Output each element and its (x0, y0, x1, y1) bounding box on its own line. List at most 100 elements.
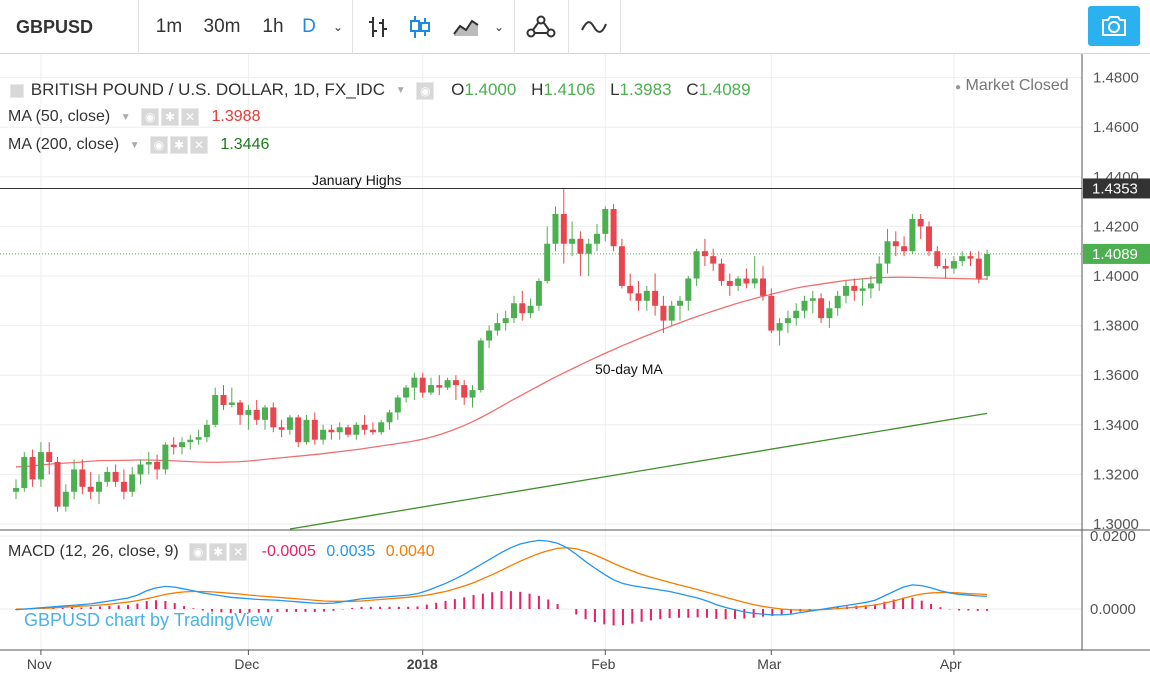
candle-body (527, 305, 534, 314)
candle-body (544, 243, 551, 281)
candle-body (876, 263, 883, 284)
candle-body (411, 377, 418, 388)
candle-body (901, 246, 908, 252)
open-value: 1.4000 (464, 80, 517, 99)
candle-body (693, 251, 700, 279)
candle-body (311, 419, 318, 440)
candle-body (203, 424, 210, 438)
area-chart-type-icon[interactable] (446, 0, 486, 54)
candle-body (96, 481, 102, 492)
candle-body (137, 464, 144, 475)
toolbar-divider (138, 0, 139, 54)
high-value: 1.4106 (543, 80, 596, 99)
market-status-text: Market Closed (965, 77, 1069, 94)
candle-body (220, 395, 227, 405)
candle-body (212, 395, 219, 425)
candle-body (37, 452, 44, 480)
candles-chart-type-icon[interactable] (402, 0, 438, 54)
ma50-eye-icon[interactable]: ◉ (141, 108, 160, 126)
candle-body (469, 390, 476, 398)
candle-body (428, 385, 434, 393)
price-axis-label: 1.4000 (1093, 268, 1139, 285)
ma200-eye-icon[interactable]: ◉ (149, 136, 168, 154)
ma200-remove-close-icon[interactable]: ✕ (189, 136, 208, 154)
ma50-settings-gear-icon[interactable]: ✱ (161, 108, 180, 126)
candle-body (386, 412, 393, 423)
candle-body (145, 462, 152, 465)
ma200-caret-icon[interactable]: ▼ (129, 139, 140, 151)
candle-body (751, 278, 758, 284)
macd-eye-icon[interactable]: ◉ (189, 543, 208, 561)
candle-body (452, 380, 459, 386)
price-axis-label: 1.3200 (1093, 466, 1139, 483)
candle-body (934, 251, 941, 267)
candle-body (768, 295, 775, 331)
candle-body (353, 424, 360, 435)
compare-symbols-icon[interactable] (520, 0, 562, 54)
ma200-value: 1.3446 (220, 136, 270, 154)
candle-body (29, 457, 36, 480)
macd-hist-value: -0.0005 (261, 543, 316, 561)
collapse-legend-icon[interactable] (10, 83, 24, 98)
interval-dropdown-chevron-icon[interactable]: ⌄ (332, 20, 344, 34)
macd-line-value: 0.0035 (326, 543, 376, 561)
chart-pane[interactable]: 1.4800 1.4600 1.4400 1.4200 1.4000 1.3800 1.36… (0, 54, 1150, 674)
ma200-settings-gear-icon[interactable]: ✱ (169, 136, 188, 154)
macd-remove-close-icon[interactable]: ✕ (229, 543, 248, 561)
interval-30m-button[interactable]: 30m (203, 16, 241, 37)
candle-body (560, 214, 567, 244)
chart-type-dropdown-chevron-icon[interactable]: ⌄ (493, 20, 505, 34)
candle-body (21, 457, 28, 489)
candle-body (618, 246, 625, 286)
candle-body (726, 280, 733, 286)
time-axis-label: Dec (234, 656, 259, 672)
symbol-search-button[interactable]: GBPUSD (16, 16, 94, 37)
candle-body (851, 285, 858, 291)
candle-body (295, 417, 302, 443)
high-label: H (531, 80, 544, 99)
macd-label: MACD (12, 26, close, 9) (8, 543, 179, 561)
price-axis-label: 1.3000 (1093, 516, 1139, 533)
candle-body (984, 253, 991, 276)
close-label: C (686, 80, 699, 99)
candle-body (942, 266, 949, 269)
main-series-legend: BRITISH POUND / U.S. DOLLAR, 1D, FX_IDC … (10, 80, 751, 100)
interval-1h-button[interactable]: 1h (262, 16, 284, 37)
snapshot-camera-button[interactable] (1088, 6, 1140, 46)
candle-body (535, 280, 542, 306)
interval-d-button[interactable]: D (302, 16, 316, 37)
january-highs-price-tag-bg (1083, 178, 1150, 199)
candle-body (120, 481, 127, 492)
price-axis-label: 1.3800 (1093, 318, 1139, 335)
bar-chart-type-icon[interactable] (360, 0, 396, 54)
candle-body (635, 293, 642, 301)
status-dot-icon: ● (955, 82, 962, 93)
candle-body (826, 308, 833, 319)
candle-body (345, 427, 351, 435)
time-axis-label: Apr (940, 656, 962, 672)
series-caret-icon[interactable]: ▼ (395, 85, 406, 97)
candle-body (735, 278, 742, 286)
candle-body (594, 233, 600, 244)
candle-body (975, 258, 982, 279)
candle-body (884, 241, 891, 264)
time-axis-label: 2018 (407, 656, 438, 672)
candle-body (569, 238, 576, 244)
candle-body (552, 214, 559, 244)
candle-body (610, 209, 617, 247)
price-chart-svg[interactable]: 1.48001.46001.44001.42001.40001.38001.36… (0, 54, 1150, 674)
interval-1m-button[interactable]: 1m (155, 16, 183, 37)
macd-settings-gear-icon[interactable]: ✱ (209, 543, 228, 561)
hide-series-eye-icon[interactable]: ◉ (416, 81, 435, 100)
macd-axis-label: 0.0200 (1090, 528, 1136, 545)
candle-body (170, 444, 177, 448)
macd-signal-value: 0.0040 (385, 543, 435, 561)
candle-body (13, 488, 19, 492)
candle-body (494, 323, 501, 331)
camera-icon (1102, 16, 1126, 36)
indicators-icon[interactable] (576, 0, 612, 54)
ma200-line (289, 412, 988, 530)
ma50-caret-icon[interactable]: ▼ (120, 111, 131, 123)
ma50-remove-close-icon[interactable]: ✕ (181, 108, 200, 126)
tradingview-watermark[interactable]: GBPUSD chart by TradingView (24, 610, 273, 630)
